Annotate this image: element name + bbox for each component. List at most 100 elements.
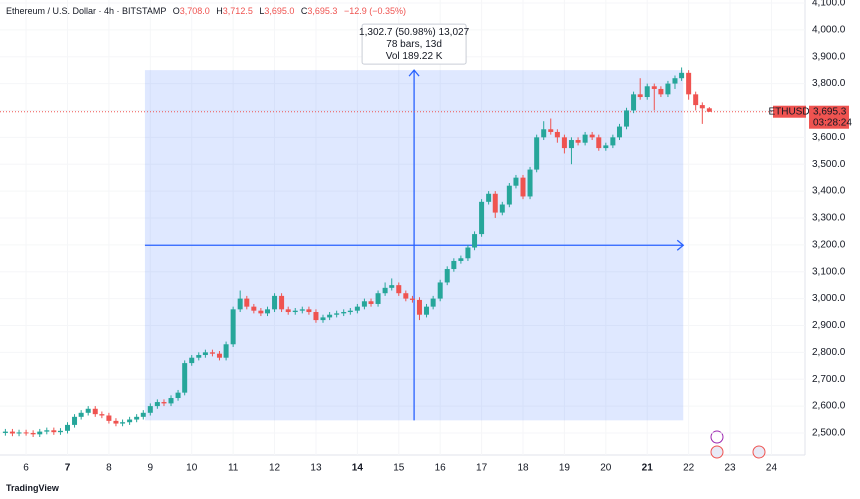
candle-body [57,430,63,433]
y-tick-label: 2,500.0 [812,428,846,439]
measure-label: 1,302.7 (50.98%) 13,027 [359,27,470,38]
candle-body [92,408,98,415]
measure-label: 78 bars, 13d [386,39,442,50]
ohlc-key: L [259,6,265,16]
candle-body [465,247,471,259]
candle-body [354,306,360,311]
y-tick-label: 3,400.0 [812,186,846,197]
candle-body [113,420,119,424]
candle-body [147,406,153,413]
candle-body [699,105,705,109]
measure-label-box [361,23,467,65]
ohlc-key: H [216,6,223,16]
candle-body [424,306,430,315]
candle-body [202,352,208,356]
measure-arrowhead [676,239,685,251]
candle-body [375,293,381,304]
candle-body [127,419,133,423]
candle-body [237,298,243,310]
candle-body [72,416,78,425]
candle-body [175,392,181,399]
candle-body [64,424,70,431]
price-tag [809,105,849,129]
candle-body [603,145,609,149]
candle-body [686,72,692,95]
brand: TradingView [6,483,59,493]
candle-body [320,317,326,321]
candle-body [396,285,402,294]
candle-body [341,312,347,314]
event-flag[interactable] [752,445,766,459]
candle-body [527,169,533,197]
event-flag[interactable] [710,445,724,459]
candle-body [616,126,622,138]
candle-body [596,137,602,149]
x-tick-label: 10 [186,463,198,474]
y-tick-label: 3,600.0 [812,132,846,143]
candle-body [182,363,188,393]
candle-body [306,309,312,313]
candle-body [520,177,526,197]
candle-body [168,398,174,404]
event-icon[interactable] [710,430,724,444]
candle-body [672,78,678,84]
candle-body [430,298,436,307]
ohlc-value: 3,708.0 [179,6,210,16]
candle-body [534,137,540,170]
x-tick-label: 16 [435,463,447,474]
candle-body [409,298,415,300]
x-tick-label: 14 [352,463,364,474]
candle-body [416,299,422,315]
candle-body [575,140,581,143]
candle-body [651,86,657,89]
x-tick-label: 9 [148,463,154,474]
candle-body [679,72,685,79]
candle-body [154,402,160,407]
candle-body [403,293,409,299]
change: −12.9 (−0.35%) [343,6,406,16]
candle-body [458,258,464,261]
x-tick-label: 7 [65,463,71,474]
candle-body [451,260,457,270]
candle-body [44,430,50,432]
countdown: 03:28:24 [813,117,852,128]
candle-body [499,204,505,213]
y-tick-label: 2,800.0 [812,347,846,358]
candle-body [631,94,637,111]
ohlc-key: O [172,6,180,16]
candle-body [506,185,512,205]
candle-body [561,137,567,149]
y-tick-label: 3,800.0 [812,78,846,89]
candle-body [361,301,367,307]
candle-body [299,309,305,311]
y-tick-label: 3,900.0 [812,51,846,62]
candle-body [313,312,319,321]
symbol-tag-text: ETHUSD [768,106,809,117]
candle-body [196,355,202,358]
candle-body [223,344,229,358]
candle-body [548,129,554,132]
x-tick-label: 13 [310,463,322,474]
events [710,430,766,459]
x-tick-label: 20 [600,463,612,474]
candle-body [389,285,395,288]
y-tick-label: 4,100.0 [812,0,846,9]
candle-body [120,422,126,424]
candle-body [272,295,278,310]
candle-body [541,129,547,138]
measure-arrowhead [408,69,420,77]
candle-body [85,408,91,413]
measure-label: Vol 189.22 K [386,51,443,62]
candle-body [589,134,595,138]
x-tick-label: 6 [23,463,29,474]
candle-body [51,430,57,433]
candle-body [292,310,298,313]
ohlc-key: C [300,6,308,16]
candle-body [2,431,8,433]
x-tick-label: 8 [106,463,112,474]
y-tick-label: 2,600.0 [812,401,846,412]
candle-body [665,83,671,95]
candle-body [472,234,478,248]
candle-body [334,313,340,315]
x-tick-label: 15 [393,463,405,474]
